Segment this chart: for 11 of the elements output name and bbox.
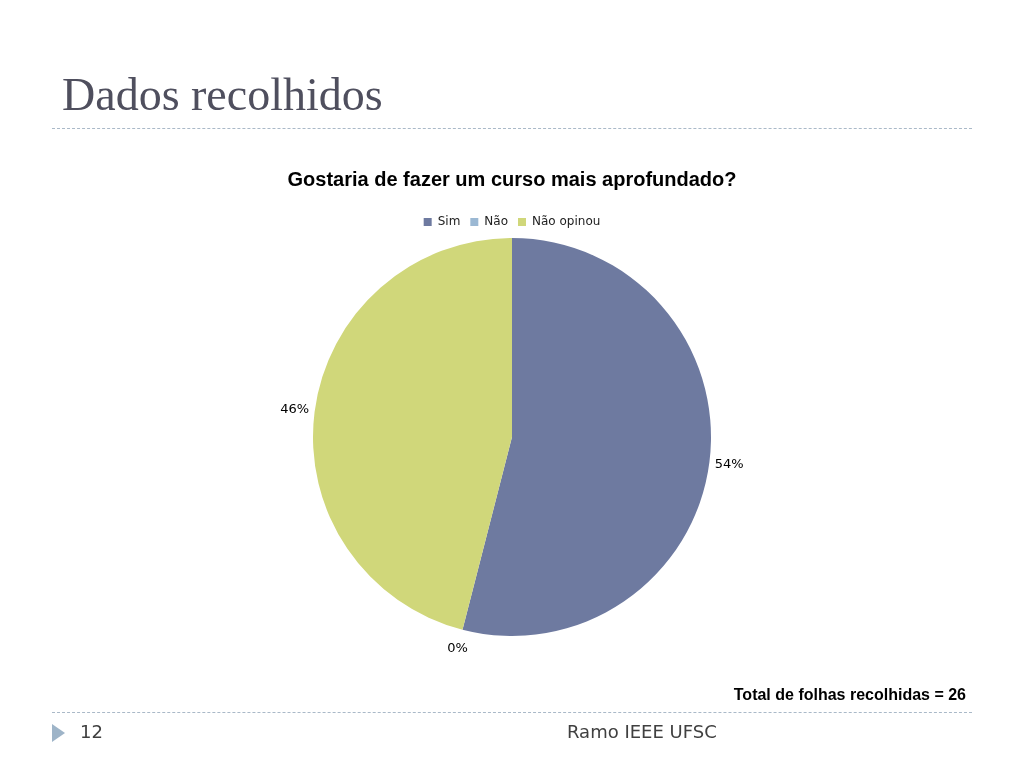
data-label: 46% [280,400,310,416]
legend-label: Não opinou [531,214,601,229]
data-label: 54% [714,455,744,471]
legend-label: Sim [437,214,461,229]
text: Ramo IEEE UFSC [567,721,717,742]
text: 12 [80,721,103,742]
text: 0% [447,640,468,656]
legend-label: Não [484,214,508,229]
chart-title: Dados recolhidos [62,68,383,122]
chart-subtitle: Gostaria de fazer um curso mais aprofundado? [287,167,737,190]
text: Total de folhas recolhidas = 26 [733,686,966,704]
